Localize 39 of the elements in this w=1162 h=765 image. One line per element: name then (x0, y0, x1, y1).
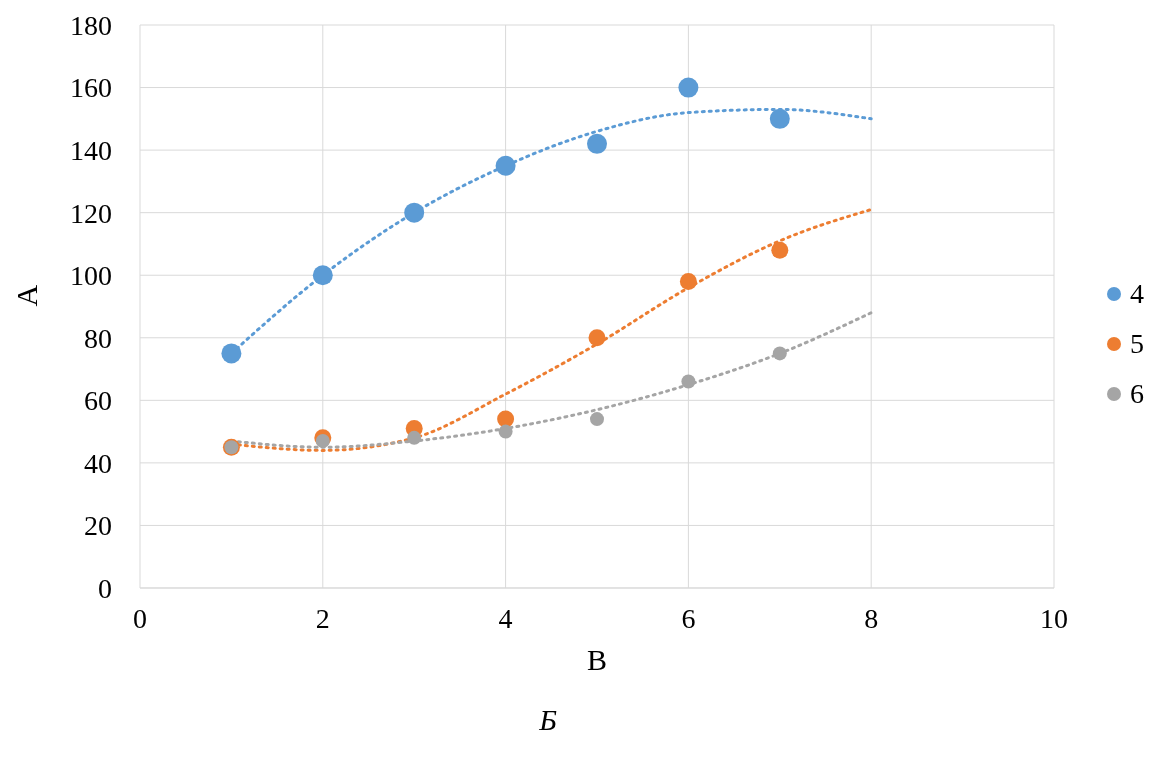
x-tick-label: 8 (864, 602, 879, 634)
y-tick-label: 100 (70, 260, 112, 292)
y-tick-label: 120 (70, 197, 112, 229)
text: Б (538, 703, 558, 737)
x-tick-label: 10 (1040, 602, 1068, 634)
point (221, 343, 242, 364)
x-tick-label: 4 (498, 602, 513, 634)
point (407, 430, 422, 445)
x-axis-title: В (586, 643, 608, 676)
y-axis-title: А (9, 284, 43, 307)
point (679, 272, 697, 290)
legend-label: 5 (1130, 328, 1144, 360)
point (404, 202, 425, 223)
point (587, 133, 607, 154)
point (681, 374, 696, 389)
point (312, 265, 333, 286)
y-tick-label: 0 (98, 572, 112, 604)
point (678, 77, 699, 98)
y-tick-label: 40 (84, 447, 112, 479)
y-tick-label: 80 (84, 322, 112, 354)
point (498, 424, 513, 439)
legend-label: 4 (1130, 278, 1144, 310)
legend-label: 6 (1130, 378, 1144, 410)
y-tick-label: 140 (70, 135, 112, 167)
point (772, 346, 787, 361)
x-tick-label: 2 (315, 602, 330, 634)
point (497, 410, 515, 428)
y-tick-label: 180 (70, 9, 112, 41)
point (590, 412, 604, 427)
point (588, 329, 606, 347)
point (315, 433, 330, 448)
point (771, 241, 789, 259)
y-tick-label: 20 (84, 510, 112, 542)
point (495, 155, 516, 176)
y-tick-label: 60 (84, 385, 112, 417)
point (769, 108, 790, 129)
y-tick-label: 160 (70, 72, 112, 104)
x-tick-label: 6 (681, 602, 696, 634)
x-tick-label: 0 (133, 602, 147, 634)
